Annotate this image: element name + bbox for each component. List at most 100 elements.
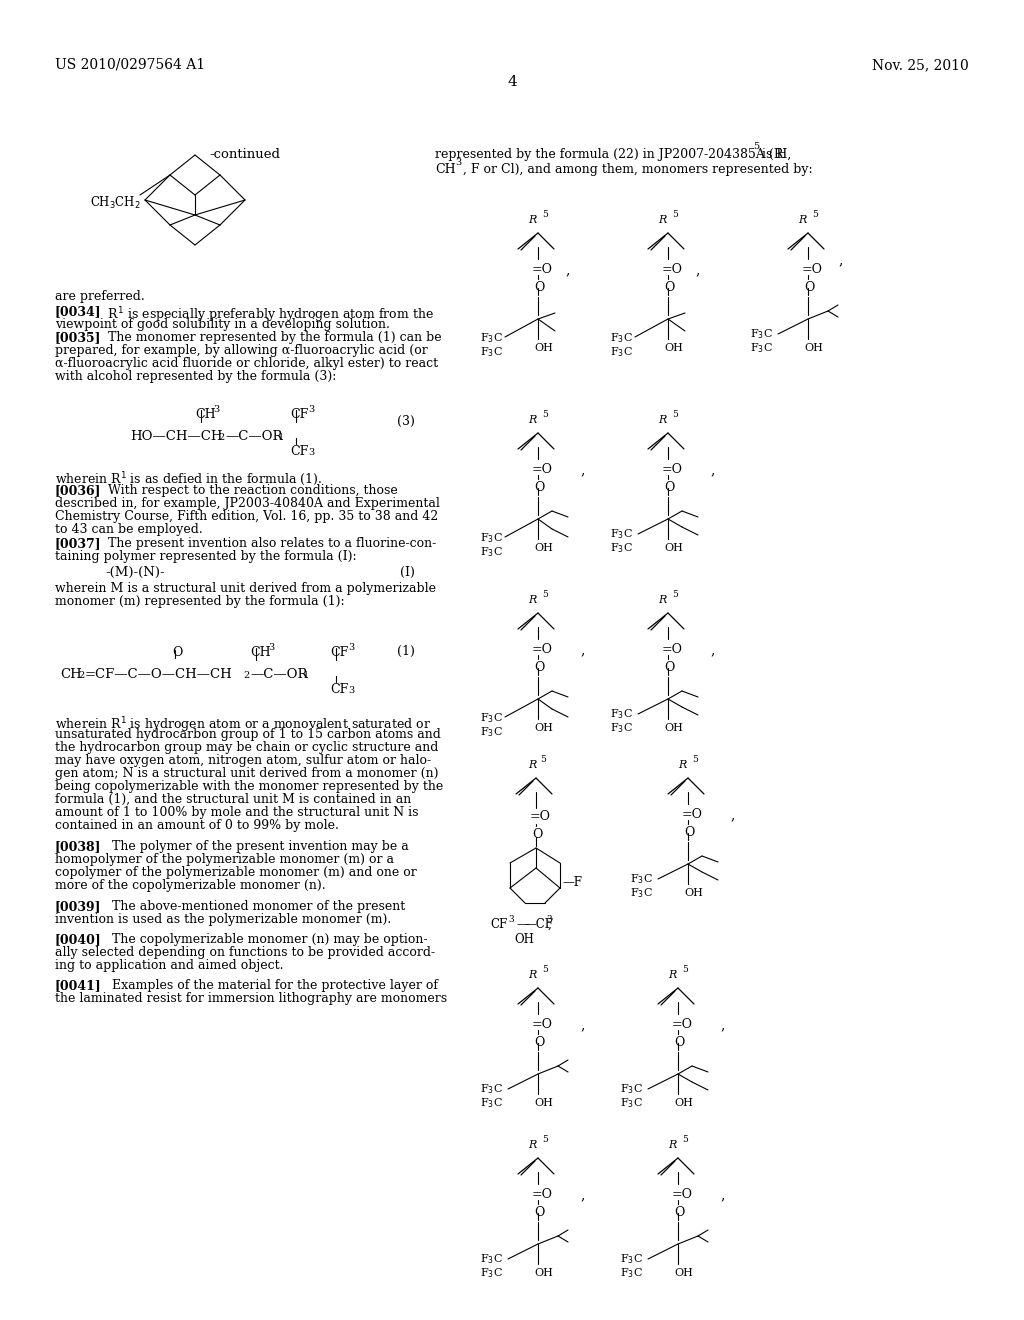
Text: OH: OH — [534, 723, 553, 733]
Text: =O: =O — [672, 1188, 693, 1201]
Text: ,: , — [710, 643, 715, 657]
Text: =O: =O — [802, 263, 823, 276]
Text: R$^1$ is especially preferably hydrogen atom from the: R$^1$ is especially preferably hydrogen … — [100, 305, 434, 325]
Text: [0037]: [0037] — [55, 537, 101, 550]
Text: are preferred.: are preferred. — [55, 290, 144, 304]
Text: (3): (3) — [397, 414, 415, 428]
Text: —F: —F — [562, 876, 582, 888]
Text: contained in an amount of 0 to 99% by mole.: contained in an amount of 0 to 99% by mo… — [55, 818, 339, 832]
Text: prepared, for example, by allowing α-fluoroacrylic acid (or: prepared, for example, by allowing α-flu… — [55, 345, 428, 356]
Text: 2: 2 — [243, 671, 249, 680]
Text: F$_3$C: F$_3$C — [480, 1266, 503, 1280]
Text: formula (1), and the structural unit M is contained in an: formula (1), and the structural unit M i… — [55, 793, 412, 807]
Text: OH: OH — [674, 1269, 693, 1278]
Text: 5: 5 — [672, 411, 678, 418]
Text: ,: , — [580, 1018, 585, 1032]
Text: the hydrocarbon group may be chain or cyclic structure and: the hydrocarbon group may be chain or cy… — [55, 741, 438, 754]
Text: 3: 3 — [348, 643, 354, 652]
Text: 5: 5 — [542, 1135, 548, 1144]
Text: =O: =O — [530, 810, 551, 822]
Text: OH: OH — [684, 888, 702, 898]
Text: The polymer of the present invention may be a: The polymer of the present invention may… — [100, 840, 409, 853]
Text: Nov. 25, 2010: Nov. 25, 2010 — [872, 58, 969, 73]
Text: O: O — [684, 826, 694, 840]
Text: =O: =O — [682, 808, 703, 821]
Text: 5: 5 — [542, 590, 548, 599]
Text: 3: 3 — [213, 405, 219, 414]
Text: F$_3$C: F$_3$C — [480, 711, 503, 725]
Text: F$_3$C: F$_3$C — [480, 1251, 503, 1266]
Text: F$_3$C: F$_3$C — [750, 341, 773, 355]
Text: With respect to the reaction conditions, those: With respect to the reaction conditions,… — [100, 484, 397, 498]
Text: 3: 3 — [308, 447, 314, 457]
Text: [0040]: [0040] — [55, 933, 101, 946]
Text: 5: 5 — [542, 210, 548, 219]
Text: [0034]: [0034] — [55, 305, 101, 318]
Text: wherein R$^1$ is as defied in the formula (1).: wherein R$^1$ is as defied in the formul… — [55, 470, 322, 487]
Text: =O: =O — [532, 643, 553, 656]
Text: =CF—C—O—CH—CH: =CF—C—O—CH—CH — [85, 668, 232, 681]
Text: OH: OH — [514, 933, 534, 946]
Text: OH: OH — [534, 1098, 553, 1107]
Text: F$_3$C: F$_3$C — [750, 327, 773, 341]
Text: —CF: —CF — [524, 917, 553, 931]
Text: R: R — [658, 215, 667, 224]
Text: 5: 5 — [542, 965, 548, 974]
Text: O: O — [664, 661, 675, 675]
Text: ,: , — [548, 917, 552, 931]
Text: O: O — [664, 281, 675, 294]
Text: CF: CF — [330, 645, 348, 659]
Text: The present invention also relates to a fluorine-con-: The present invention also relates to a … — [100, 537, 436, 550]
Text: homopolymer of the polymerizable monomer (m) or a: homopolymer of the polymerizable monomer… — [55, 853, 394, 866]
Text: OH: OH — [664, 543, 683, 553]
Text: The monomer represented by the formula (1) can be: The monomer represented by the formula (… — [100, 331, 441, 345]
Text: may have oxygen atom, nitrogen atom, sulfur atom or halo-: may have oxygen atom, nitrogen atom, sul… — [55, 754, 431, 767]
Text: =O: =O — [662, 463, 683, 477]
Text: amount of 1 to 100% by mole and the structural unit N is: amount of 1 to 100% by mole and the stru… — [55, 807, 419, 818]
Text: O: O — [674, 1036, 684, 1049]
Text: 1: 1 — [278, 433, 285, 442]
Text: O: O — [534, 1206, 545, 1218]
Text: CH: CH — [435, 162, 456, 176]
Text: 5: 5 — [672, 590, 678, 599]
Text: —C—OR: —C—OR — [225, 430, 283, 444]
Text: R: R — [528, 414, 537, 425]
Text: gen atom; N is a structural unit derived from a monomer (n): gen atom; N is a structural unit derived… — [55, 767, 438, 780]
Text: taining polymer represented by the formula (I):: taining polymer represented by the formu… — [55, 550, 356, 564]
Text: 2: 2 — [78, 671, 84, 680]
Text: R: R — [528, 215, 537, 224]
Text: 4: 4 — [507, 75, 517, 88]
Text: CF: CF — [290, 445, 308, 458]
Text: ,: , — [710, 463, 715, 477]
Text: =O: =O — [662, 643, 683, 656]
Text: is H,: is H, — [758, 148, 792, 161]
Text: O: O — [534, 281, 545, 294]
Text: to 43 can be employed.: to 43 can be employed. — [55, 523, 203, 536]
Text: F$_3$C: F$_3$C — [610, 708, 633, 721]
Text: F$_3$C: F$_3$C — [610, 541, 633, 554]
Text: R: R — [528, 595, 537, 605]
Text: O: O — [674, 1206, 684, 1218]
Text: OH: OH — [534, 543, 553, 553]
Text: wherein M is a structural unit derived from a polymerizable: wherein M is a structural unit derived f… — [55, 582, 436, 595]
Text: Examples of the material for the protective layer of: Examples of the material for the protect… — [100, 979, 438, 993]
Text: 2: 2 — [218, 433, 224, 442]
Text: more of the copolymerizable monomer (n).: more of the copolymerizable monomer (n). — [55, 879, 326, 892]
Text: R: R — [678, 760, 686, 770]
Text: represented by the formula (22) in JP2007-204385A (R: represented by the formula (22) in JP200… — [435, 148, 783, 161]
Text: O: O — [534, 480, 545, 494]
Text: =O: =O — [532, 263, 553, 276]
Text: =O: =O — [672, 1018, 693, 1031]
Text: ,: , — [838, 253, 843, 267]
Text: [0038]: [0038] — [55, 840, 101, 853]
Text: 5: 5 — [540, 755, 546, 764]
Text: US 2010/0297564 A1: US 2010/0297564 A1 — [55, 58, 205, 73]
Text: O: O — [664, 480, 675, 494]
Text: F$_3$C: F$_3$C — [480, 331, 503, 345]
Text: O: O — [534, 661, 545, 675]
Text: F$_3$C: F$_3$C — [480, 531, 503, 545]
Text: ,: , — [580, 1188, 585, 1203]
Text: R: R — [528, 970, 537, 979]
Text: 3: 3 — [308, 405, 314, 414]
Text: R: R — [668, 970, 677, 979]
